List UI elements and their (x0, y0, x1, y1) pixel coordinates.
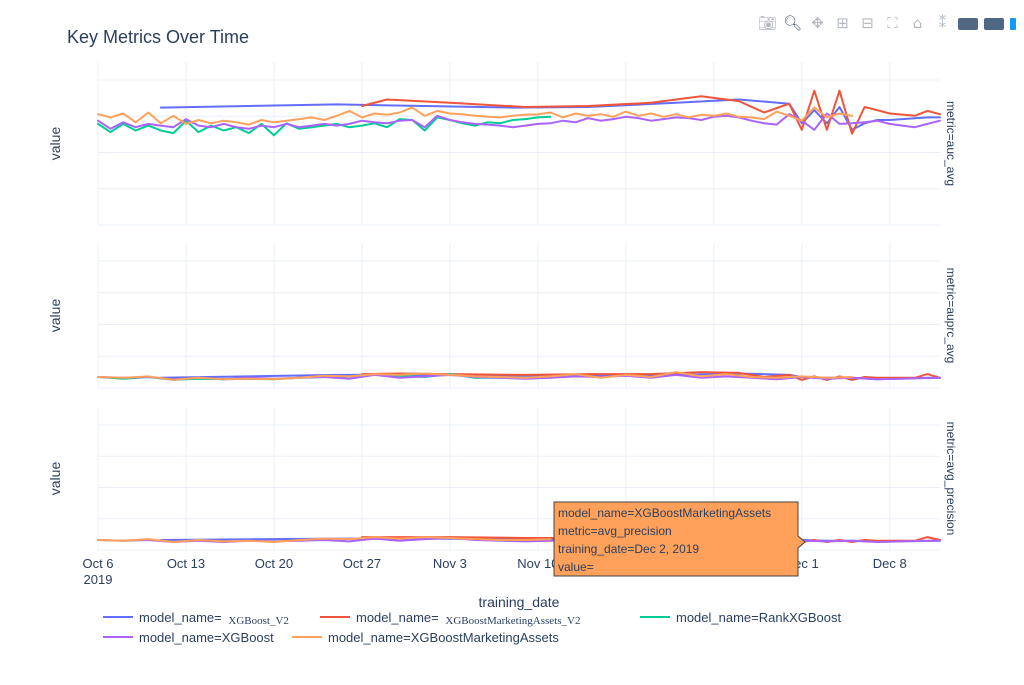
facet-strip-label: metric=avg_precision (944, 422, 958, 536)
legend-item[interactable]: model_name= XGBoostMarketingAssets_V2 (320, 610, 580, 627)
facet-strip-label: metric=auc_avg (944, 101, 958, 186)
x-tick-label: Oct 13 (167, 556, 205, 571)
plotly-logo-icon[interactable] (1010, 17, 1016, 30)
facet-strip-label: metric=auprc_avg (944, 268, 958, 364)
series-line[interactable] (97, 115, 552, 137)
y-axis-title: value (47, 127, 63, 161)
zoom-icon[interactable]: 🔍︎ (782, 14, 803, 32)
legend-item[interactable]: model_name= XGBoost_V2 (103, 610, 289, 627)
grid-layer (97, 62, 940, 551)
legend[interactable]: model_name= XGBoost_V2 model_name= XGBoostM… (103, 610, 842, 645)
zoom-out-icon[interactable]: ⊟ (861, 14, 874, 32)
legend-label: model_name= (356, 610, 439, 625)
series-line[interactable] (360, 371, 941, 381)
x-tick-year: 2019 (84, 572, 113, 587)
y-axis-title: value (47, 462, 63, 496)
x-tick-label: Nov 10 (517, 556, 558, 571)
x-tick-label: Dec 8 (873, 556, 907, 571)
hover-tooltip: model_name=XGBoostMarketingAssets metric=… (553, 501, 806, 577)
modebar: 📷︎ 🔍︎ ✥ ⊞ ⊟ ⛶ ⌂ ⁑ (758, 14, 1016, 33)
legend-label: model_name=XGBoostMarketingAssets (328, 630, 559, 645)
tooltip-line: metric=avg_precision (558, 524, 672, 538)
chart-title: Key Metrics Over Time (67, 27, 249, 47)
autoscale-icon[interactable]: ⛶ (887, 14, 898, 32)
x-tick-label: Oct 20 (255, 556, 293, 571)
x-tick-label: Oct 27 (343, 556, 381, 571)
hover-compare-icon[interactable] (984, 17, 1004, 30)
legend-label-suffix: XGBoostMarketingAssets_V2 (445, 615, 580, 627)
legend-label: model_name=RankXGBoost (676, 610, 842, 625)
tooltip-line: value= (558, 560, 594, 574)
x-tick-label: Oct 6 (82, 556, 113, 571)
pan-icon[interactable]: ✥ (811, 14, 824, 32)
tooltip-box (553, 501, 806, 577)
legend-label: model_name= (139, 610, 222, 625)
y-axis-title: value (47, 299, 63, 333)
legend-label-suffix: XGBoost_V2 (228, 615, 289, 627)
tooltip-line: model_name=XGBoostMarketingAssets (558, 506, 771, 520)
camera-icon[interactable]: 📷︎ (757, 14, 778, 32)
legend-item[interactable]: model_name=RankXGBoost (640, 610, 842, 625)
reset-axes-icon[interactable]: ⌂ (912, 14, 923, 32)
series-line[interactable] (360, 89, 941, 135)
zoom-in-icon[interactable]: ⊞ (836, 14, 849, 32)
series-layer (97, 89, 941, 543)
legend-label: model_name=XGBoost (139, 630, 274, 645)
series-line[interactable] (97, 106, 853, 126)
x-axis-title: training_date (479, 594, 560, 610)
spike-lines-icon[interactable]: ⁑ (938, 14, 947, 32)
series-line[interactable] (159, 98, 941, 131)
x-tick-label: Nov 3 (433, 556, 467, 571)
series-line[interactable] (97, 371, 853, 381)
tooltip-line: training_date=Dec 2, 2019 (558, 542, 699, 556)
legend-item[interactable]: model_name=XGBoostMarketingAssets (292, 630, 559, 645)
legend-item[interactable]: model_name=XGBoost (103, 630, 274, 645)
hover-closest-icon[interactable] (958, 17, 978, 30)
series-line[interactable] (97, 536, 552, 543)
